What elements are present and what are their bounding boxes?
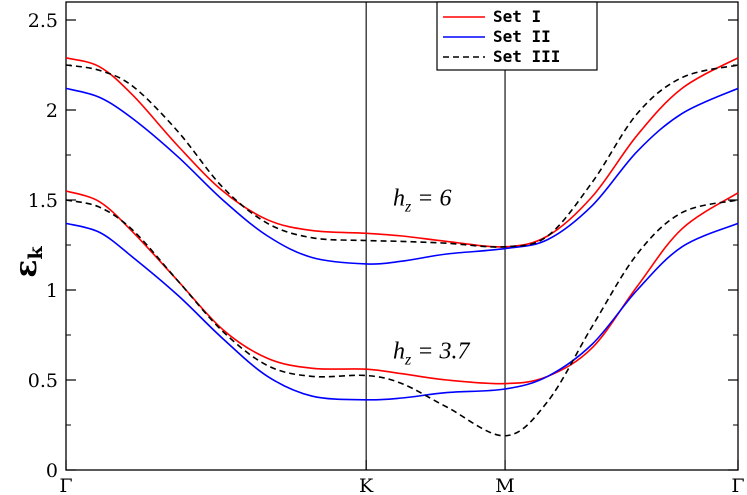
- series-set-iii-lower-band: [65, 199, 739, 437]
- series-set-ii-upper-band: [65, 87, 739, 265]
- annotation-0: hz = 6: [393, 185, 451, 215]
- y-tick-label-5: 2.5: [28, 10, 58, 32]
- x-tick-label-0: Γ: [59, 475, 72, 495]
- annotation-1: hz = 3.7: [393, 338, 470, 368]
- y-axis: 0 0.5 1 1.5 2 2.5: [28, 10, 738, 482]
- series-layer: [65, 57, 739, 437]
- legend-label-0: Set I: [493, 7, 541, 26]
- y-tick-label-1: 0.5: [28, 370, 58, 392]
- plot-frame: [65, 1, 739, 471]
- x-tick-label-3: Γ: [731, 475, 744, 495]
- x-tick-label-2: M: [495, 475, 514, 495]
- x-tick-label-1: K: [359, 475, 374, 495]
- annotations: hz = 6 hz = 3.7: [393, 185, 470, 368]
- legend-box: [436, 1, 598, 71]
- y-tick-label-4: 2: [46, 100, 58, 122]
- y-tick-label-3: 1.5: [28, 190, 58, 212]
- symmetry-lines: [365, 2, 506, 470]
- y-axis-label: εk: [9, 245, 47, 277]
- y-axis-label-sub: k: [25, 245, 47, 259]
- legend-label-1: Set II: [493, 27, 551, 46]
- y-tick-label-2: 1: [46, 280, 58, 302]
- y-tick-label-0: 0: [46, 460, 58, 482]
- y-axis-label-main: ε: [9, 259, 44, 277]
- legend-label-2: Set III: [493, 47, 560, 66]
- series-set-i-upper-band: [65, 57, 739, 248]
- series-set-ii-lower-band: [65, 222, 739, 401]
- series-set-iii-upper-band: [65, 64, 739, 248]
